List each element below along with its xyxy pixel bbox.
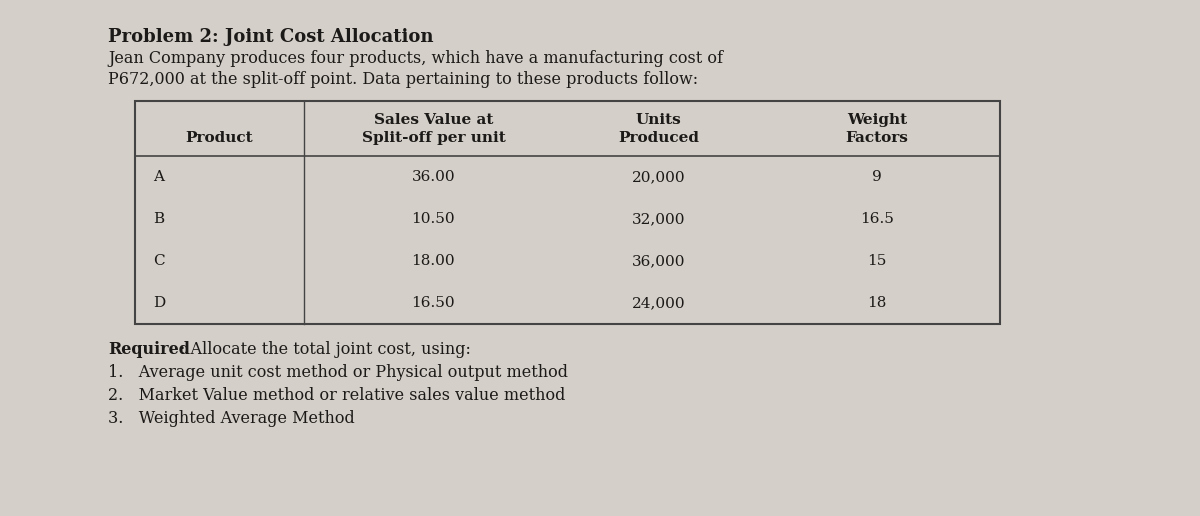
Text: 3.   Weighted Average Method: 3. Weighted Average Method xyxy=(108,410,355,427)
Text: Produced: Produced xyxy=(618,131,698,145)
Text: 16.50: 16.50 xyxy=(412,296,455,310)
Text: 36.00: 36.00 xyxy=(412,170,455,184)
Bar xyxy=(134,101,1000,324)
Text: Units: Units xyxy=(636,113,682,127)
Text: 32,000: 32,000 xyxy=(631,212,685,226)
Text: 20,000: 20,000 xyxy=(631,170,685,184)
Text: Product: Product xyxy=(186,131,253,145)
Text: P672,000 at the split-off point. Data pertaining to these products follow:: P672,000 at the split-off point. Data pe… xyxy=(108,71,698,88)
Text: 16.5: 16.5 xyxy=(859,212,894,226)
Text: Factors: Factors xyxy=(845,131,908,145)
Text: A: A xyxy=(154,170,164,184)
Text: Weight: Weight xyxy=(847,113,907,127)
Text: 24,000: 24,000 xyxy=(631,296,685,310)
Text: 18: 18 xyxy=(868,296,887,310)
Text: 15: 15 xyxy=(868,254,887,268)
Text: Split-off per unit: Split-off per unit xyxy=(361,131,505,145)
Text: D: D xyxy=(154,296,166,310)
Text: 9: 9 xyxy=(872,170,882,184)
Text: 10.50: 10.50 xyxy=(412,212,455,226)
Text: 2.   Market Value method or relative sales value method: 2. Market Value method or relative sales… xyxy=(108,387,565,404)
Text: 36,000: 36,000 xyxy=(631,254,685,268)
Text: B: B xyxy=(154,212,164,226)
Text: Sales Value at: Sales Value at xyxy=(373,113,493,127)
Text: 1.   Average unit cost method or Physical output method: 1. Average unit cost method or Physical … xyxy=(108,364,568,381)
Text: Required: Required xyxy=(108,341,190,358)
Text: C: C xyxy=(154,254,164,268)
Text: Problem 2: Joint Cost Allocation: Problem 2: Joint Cost Allocation xyxy=(108,28,433,46)
Text: 18.00: 18.00 xyxy=(412,254,455,268)
Text: Jean Company produces four products, which have a manufacturing cost of: Jean Company produces four products, whi… xyxy=(108,50,722,67)
Text: : Allocate the total joint cost, using:: : Allocate the total joint cost, using: xyxy=(180,341,470,358)
